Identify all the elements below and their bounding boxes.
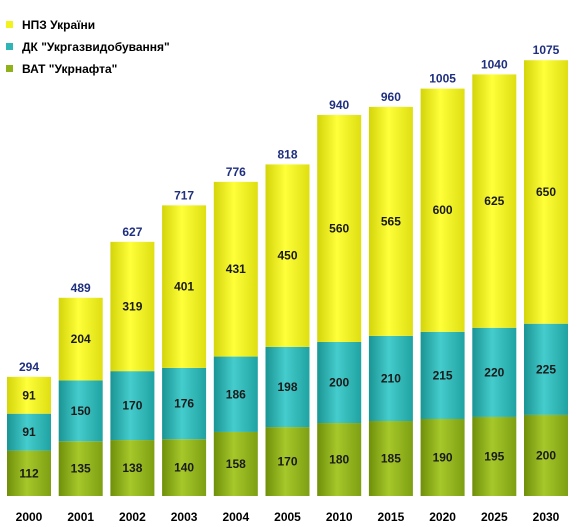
segment-value-label: 135 bbox=[71, 462, 91, 476]
segment-value-label: 204 bbox=[71, 332, 91, 346]
segment-value-label: 198 bbox=[277, 380, 297, 394]
segment-value-label: 220 bbox=[484, 365, 504, 379]
bar-total-label: 776 bbox=[226, 165, 246, 179]
segment-value-label: 200 bbox=[329, 376, 349, 390]
bar-segment-2030-2 bbox=[524, 60, 568, 324]
segment-value-label: 176 bbox=[174, 397, 194, 411]
segment-value-label: 91 bbox=[22, 425, 36, 439]
segment-value-label: 91 bbox=[22, 388, 36, 402]
segment-value-label: 450 bbox=[277, 249, 297, 263]
bar-total-label: 717 bbox=[174, 188, 194, 202]
segment-value-label: 560 bbox=[329, 221, 349, 235]
bar-segment-2025-2 bbox=[472, 74, 517, 328]
bar-segment-2010-0 bbox=[317, 423, 362, 496]
legend-label: ДК "Укргазвидобування" bbox=[22, 40, 170, 54]
bar-segment-2000-2 bbox=[7, 376, 51, 414]
segment-value-label: 625 bbox=[484, 194, 504, 208]
bar-segment-2010-1 bbox=[317, 341, 362, 424]
segment-value-label: 401 bbox=[174, 280, 194, 294]
bar-total-label: 627 bbox=[122, 225, 142, 239]
x-axis: 2000 2001 2002 2003 2004 2005 2010 2015 2020 2025… bbox=[16, 510, 560, 524]
bar-segment-2005-0 bbox=[265, 427, 310, 496]
x-tick-label: 2005 bbox=[274, 510, 301, 524]
x-tick-label: 2000 bbox=[16, 510, 43, 524]
bar-segment-2025-0 bbox=[472, 416, 517, 496]
segment-value-label: 565 bbox=[381, 214, 401, 228]
segment-value-label: 180 bbox=[329, 453, 349, 467]
bar-total-label: 818 bbox=[277, 147, 297, 161]
bar-segment-2020-2 bbox=[420, 88, 465, 332]
bar-total-label: 940 bbox=[329, 98, 349, 112]
x-tick-label: 2010 bbox=[326, 510, 353, 524]
legend-swatch bbox=[6, 65, 13, 72]
segment-value-label: 170 bbox=[122, 399, 142, 413]
bar-segment-2002-2 bbox=[110, 241, 155, 372]
bar-total-label: 1005 bbox=[429, 72, 456, 86]
bar-segment-2000-0 bbox=[7, 450, 51, 496]
bar-total-label: 960 bbox=[381, 90, 401, 104]
segment-value-label: 650 bbox=[536, 185, 556, 199]
x-tick-label: 2003 bbox=[171, 510, 198, 524]
bar-segment-2003-0 bbox=[162, 439, 207, 496]
bars-group: 112 91 91 294 135 150 204 489 138 170 319 627 140 176… bbox=[7, 43, 568, 496]
bar-segment-2001-1 bbox=[58, 380, 103, 442]
segment-value-label: 140 bbox=[174, 461, 194, 475]
segment-value-label: 138 bbox=[122, 461, 142, 475]
segment-value-label: 225 bbox=[536, 362, 556, 376]
segment-value-label: 210 bbox=[381, 371, 401, 385]
segment-value-label: 215 bbox=[433, 368, 453, 382]
segment-value-label: 600 bbox=[433, 203, 453, 217]
segment-value-label: 195 bbox=[484, 449, 504, 463]
bar-segment-2004-0 bbox=[213, 431, 258, 496]
x-tick-label: 2002 bbox=[119, 510, 146, 524]
bar-total-label: 1040 bbox=[481, 57, 508, 71]
bar-segment-2010-2 bbox=[317, 114, 362, 342]
x-tick-label: 2004 bbox=[222, 510, 249, 524]
segment-value-label: 150 bbox=[71, 404, 91, 418]
bar-segment-2005-1 bbox=[265, 346, 310, 428]
bar-total-label: 1075 bbox=[533, 43, 560, 57]
bar-segment-2025-1 bbox=[472, 327, 517, 417]
bar-segment-2000-1 bbox=[7, 413, 51, 451]
bar-segment-2030-0 bbox=[524, 414, 568, 496]
segment-value-label: 200 bbox=[536, 448, 556, 462]
bar-segment-2002-1 bbox=[110, 371, 155, 441]
bar-segment-2003-2 bbox=[162, 205, 207, 368]
bar-total-label: 294 bbox=[19, 360, 39, 374]
segment-value-label: 186 bbox=[226, 387, 246, 401]
bar-segment-2002-0 bbox=[110, 440, 155, 496]
legend-label: НПЗ України bbox=[22, 18, 95, 32]
x-tick-label: 2020 bbox=[429, 510, 456, 524]
x-tick-label: 2015 bbox=[378, 510, 405, 524]
segment-value-label: 112 bbox=[19, 466, 39, 480]
bar-segment-2015-2 bbox=[368, 106, 413, 336]
bar-segment-2003-1 bbox=[162, 367, 207, 440]
segment-value-label: 319 bbox=[122, 299, 142, 313]
bar-segment-2005-2 bbox=[265, 164, 310, 347]
legend-swatch bbox=[6, 21, 13, 28]
bar-total-label: 489 bbox=[71, 281, 91, 295]
chart-legend: НПЗ України ДК "Укргазвидобування" ВАТ "Ук… bbox=[6, 18, 170, 76]
x-tick-label: 2025 bbox=[481, 510, 508, 524]
legend-label: ВАТ "Укрнафта" bbox=[22, 62, 117, 76]
x-tick-label: 2001 bbox=[67, 510, 94, 524]
segment-value-label: 170 bbox=[277, 455, 297, 469]
legend-swatch bbox=[6, 43, 13, 50]
bar-segment-2020-0 bbox=[420, 418, 465, 496]
bar-segment-2001-2 bbox=[58, 297, 103, 381]
bar-segment-2004-1 bbox=[213, 356, 258, 432]
segment-value-label: 431 bbox=[226, 262, 246, 276]
segment-value-label: 185 bbox=[381, 452, 401, 466]
bar-segment-2004-2 bbox=[213, 181, 258, 357]
bar-segment-2015-0 bbox=[368, 421, 413, 496]
segment-value-label: 158 bbox=[226, 457, 246, 471]
bar-segment-2015-1 bbox=[368, 335, 413, 422]
bar-segment-2030-1 bbox=[524, 323, 568, 415]
segment-value-label: 190 bbox=[433, 450, 453, 464]
bar-segment-2020-1 bbox=[420, 331, 465, 419]
x-tick-label: 2030 bbox=[533, 510, 560, 524]
bar-segment-2001-0 bbox=[58, 441, 103, 496]
